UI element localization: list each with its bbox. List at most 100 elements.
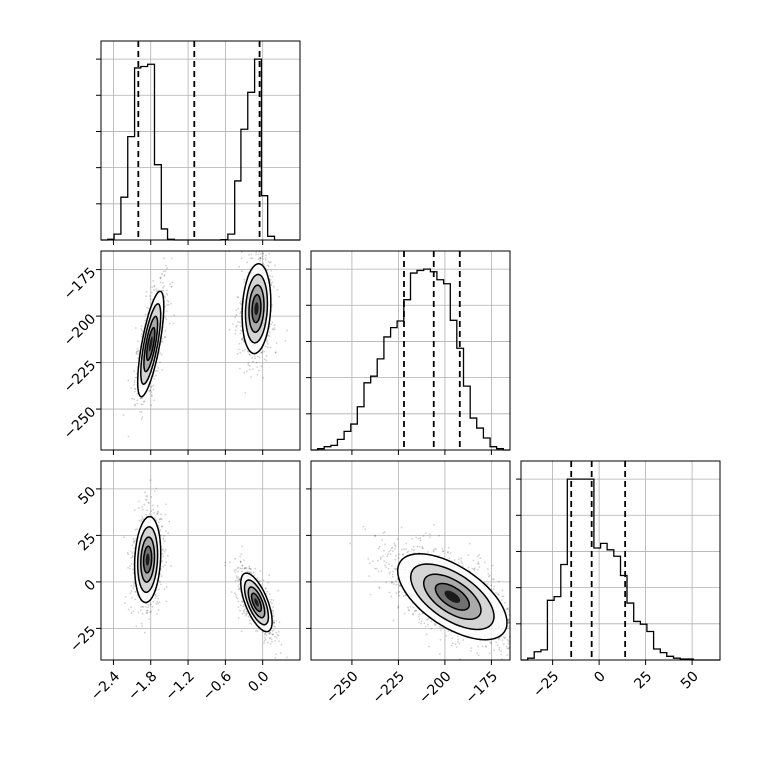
sample-point: [163, 257, 166, 260]
sample-point: [265, 634, 268, 637]
sample-point: [511, 667, 513, 669]
sample-point: [265, 254, 267, 257]
sample-point: [163, 550, 166, 553]
sample-point: [239, 310, 242, 313]
sample-point: [149, 604, 152, 606]
sample-point: [148, 513, 151, 515]
sample-point: [250, 253, 253, 256]
sample-point: [159, 518, 161, 521]
contour-line: [140, 536, 156, 583]
histogram-step: [101, 58, 300, 241]
sample-point: [502, 595, 505, 598]
sample-point: [157, 289, 160, 292]
sample-point: [266, 340, 268, 343]
sample-point: [167, 300, 170, 303]
sample-point: [264, 258, 267, 261]
sample-point: [273, 621, 276, 624]
sample-point: [275, 636, 278, 639]
sample-point: [501, 589, 504, 592]
sample-point: [168, 322, 171, 325]
sample-point: [415, 609, 418, 612]
sample-point: [447, 630, 450, 633]
sample-point: [161, 340, 164, 343]
sample-point: [270, 283, 272, 286]
sample-point: [237, 321, 239, 323]
sample-point: [141, 508, 144, 511]
sample-point: [152, 279, 155, 282]
sample-point: [123, 536, 125, 539]
sample-point: [439, 638, 442, 641]
sample-point: [507, 626, 510, 628]
sample-point: [134, 327, 137, 329]
sample-point: [404, 594, 407, 597]
sample-point: [387, 567, 390, 570]
sample-point: [141, 612, 144, 615]
sample-point: [146, 611, 148, 614]
sample-point: [272, 285, 275, 288]
sample-point: [142, 605, 145, 608]
sample-point: [470, 647, 473, 650]
sample-point: [144, 631, 146, 634]
sample-point: [148, 295, 151, 297]
sample-point: [478, 563, 480, 565]
sample-point: [417, 615, 420, 618]
contour-line: [240, 572, 273, 633]
sample-point: [395, 580, 397, 583]
sample-point: [512, 648, 514, 650]
sample-point: [161, 549, 164, 552]
sample-point: [240, 604, 242, 607]
sample-point: [161, 553, 164, 555]
sample-point: [234, 571, 237, 573]
sample-point: [127, 379, 130, 382]
sample-point: [396, 606, 399, 609]
sample-point: [273, 625, 275, 628]
sample-point: [234, 316, 237, 319]
sample-point: [442, 550, 445, 553]
sample-point: [514, 620, 516, 622]
sample-point: [457, 641, 459, 643]
sample-point: [396, 538, 399, 540]
sample-point: [391, 581, 394, 584]
sample-point: [454, 643, 457, 645]
sample-point: [383, 560, 385, 562]
sample-point: [262, 253, 264, 255]
sample-point: [133, 379, 136, 382]
sample-point: [372, 560, 374, 563]
sample-point: [141, 606, 144, 608]
sample-point: [155, 487, 158, 490]
sample-point: [140, 609, 142, 612]
sample-point: [140, 327, 143, 330]
sample-point: [268, 632, 270, 635]
sample-point: [151, 395, 153, 398]
sample-point: [127, 566, 129, 569]
sample-point: [381, 539, 383, 541]
sample-point: [140, 519, 143, 521]
sample-point: [416, 545, 419, 548]
sample-point: [249, 622, 251, 625]
sample-point: [133, 381, 136, 384]
sample-point: [163, 295, 166, 298]
sample-point: [246, 612, 248, 615]
sample-point: [427, 617, 430, 620]
sample-point: [407, 608, 410, 611]
sample-point: [266, 641, 269, 644]
sample-point: [398, 553, 401, 555]
sample-point: [167, 532, 170, 534]
sample-point: [249, 619, 251, 622]
sample-point: [239, 312, 242, 314]
sample-point: [286, 329, 289, 332]
sample-point: [516, 634, 518, 636]
sample-point: [153, 490, 156, 492]
sample-point: [507, 620, 510, 622]
sample-point: [240, 329, 242, 332]
panel-frame: [100, 460, 301, 661]
sample-point: [271, 633, 274, 636]
sample-point: [541, 625, 543, 627]
sample-point: [268, 574, 271, 577]
sample-point: [364, 528, 367, 531]
sample-point: [124, 602, 126, 605]
sample-point: [155, 290, 158, 293]
sample-point: [506, 647, 509, 650]
sample-point: [164, 336, 166, 339]
sample-point: [161, 548, 164, 551]
